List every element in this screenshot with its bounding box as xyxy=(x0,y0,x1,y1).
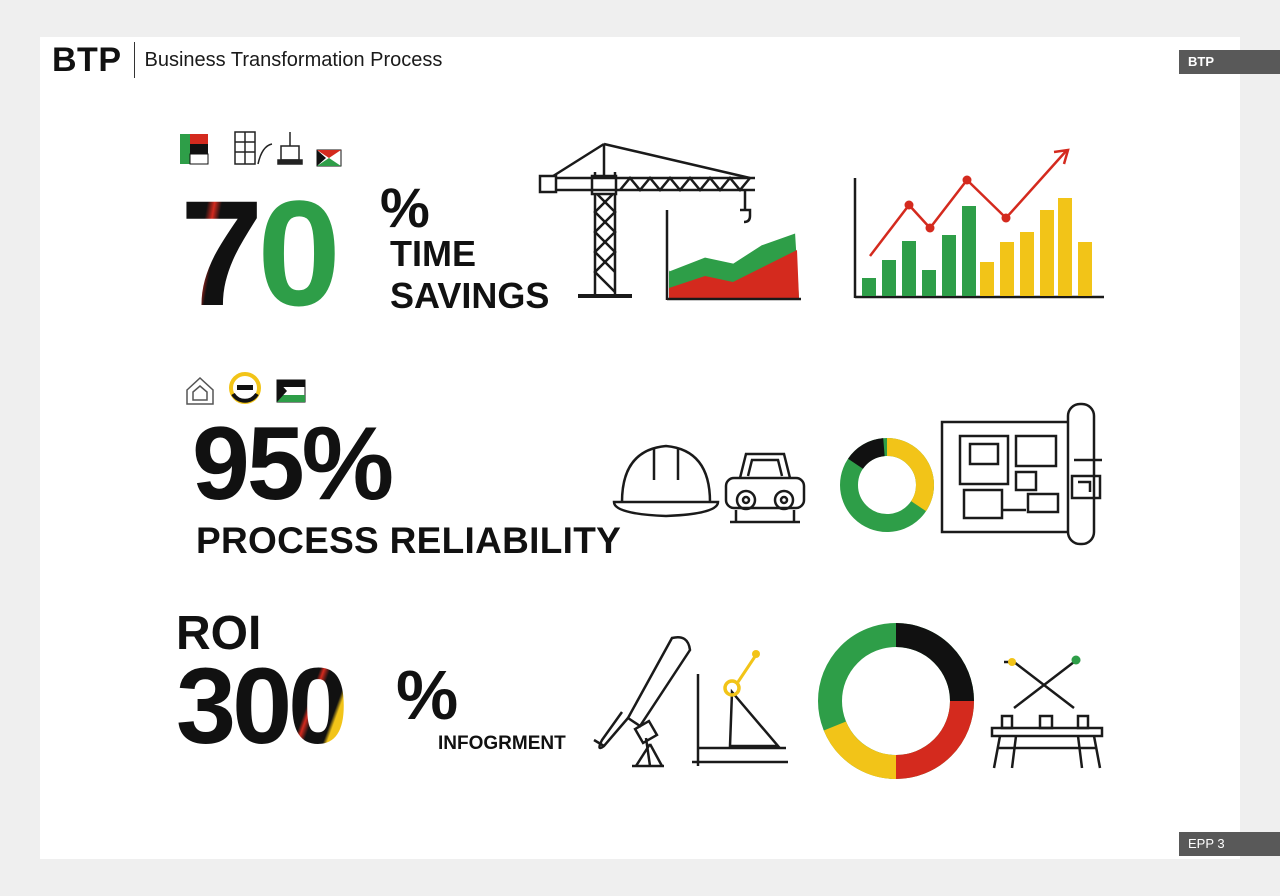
flag-icon xyxy=(276,379,306,403)
flag-icon xyxy=(316,149,342,167)
brand-subtitle: Business Transformation Process xyxy=(144,48,443,71)
brand-header: BTP Business Transformation Process xyxy=(52,40,442,80)
gear-icon xyxy=(229,372,261,404)
metric-70-percent: % xyxy=(380,176,430,239)
bar-line-chart-icon xyxy=(853,148,1104,299)
home-icon xyxy=(186,376,214,405)
donut-chart-icon xyxy=(818,623,974,779)
metric-95-label: PROCESS RELIABILITY xyxy=(196,520,622,561)
metric-70-label-line2: SAVINGS xyxy=(390,275,550,316)
metric-70-value: 70 xyxy=(180,169,341,337)
metric-300-label: INFOGRMENT xyxy=(438,733,566,754)
small-icons-row-1 xyxy=(180,131,342,167)
brand-divider xyxy=(133,42,135,78)
crane-icon xyxy=(538,142,755,298)
hard-hat-icon xyxy=(612,444,720,518)
metric-300-value: 300 xyxy=(176,645,348,766)
flag-icon xyxy=(180,134,209,165)
donut-chart-icon xyxy=(840,438,934,532)
metric-70-label-line1: TIME xyxy=(390,233,476,274)
page-tag: EPP 3 xyxy=(1179,832,1280,856)
metric-300-percent: % xyxy=(396,656,459,734)
robot-arm-icon xyxy=(277,132,303,165)
telescope-icon xyxy=(593,636,692,768)
small-icons-row-2 xyxy=(186,372,306,405)
vehicle-icon xyxy=(724,452,806,524)
brand-logo: BTP xyxy=(52,40,122,79)
top-tag: BTP xyxy=(1179,50,1280,74)
metric-roi-prefix: ROI xyxy=(176,607,262,660)
workbench-icon xyxy=(990,655,1104,769)
blueprint-icon xyxy=(940,402,1102,546)
metric-95-value: 95% xyxy=(192,406,394,522)
area-chart-icon xyxy=(665,210,801,301)
building-sketch-icon xyxy=(234,131,273,165)
drafting-triangle-icon xyxy=(692,650,788,766)
